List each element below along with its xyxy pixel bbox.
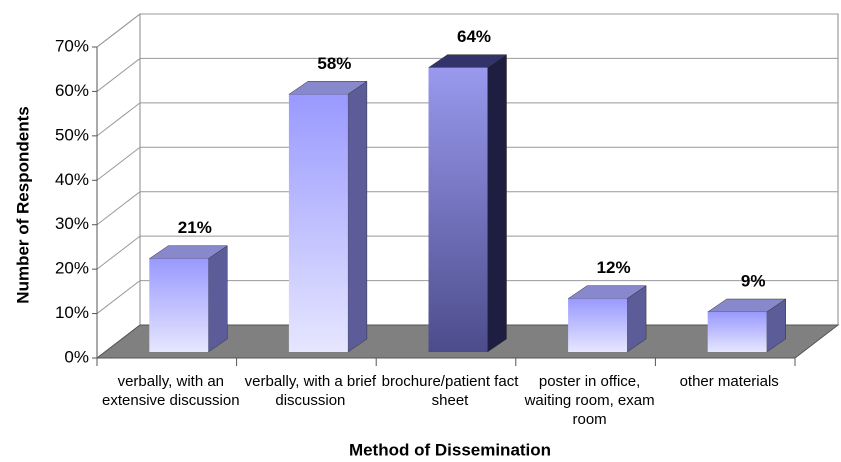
- y-tick-label: 30%: [55, 214, 89, 233]
- bar: [149, 258, 209, 352]
- bar: [428, 67, 488, 353]
- y-tick-label: 20%: [55, 259, 89, 278]
- value-label: 9%: [741, 271, 766, 290]
- bar: [568, 298, 628, 352]
- side-wall: [96, 12, 141, 360]
- grid-line: [96, 146, 838, 181]
- y-tick-label: 10%: [55, 303, 89, 322]
- y-tick-label: 70%: [55, 36, 89, 55]
- x-tick-label: other materials: [679, 373, 779, 390]
- y-tick-label: 40%: [55, 170, 89, 189]
- y-tick-label: 50%: [55, 125, 89, 144]
- x-tick-label: verbally, with a brief discussion: [244, 373, 377, 409]
- x-tick-label: brochure/patient fact sheet: [381, 373, 519, 409]
- value-label: 21%: [178, 218, 212, 237]
- grid-line: [96, 57, 838, 92]
- bar-side: [347, 80, 368, 353]
- y-tick-label: 60%: [55, 81, 89, 100]
- bar-side: [487, 54, 507, 353]
- value-label: 58%: [317, 54, 351, 73]
- value-label: 12%: [597, 258, 631, 277]
- grid-line: [96, 102, 838, 137]
- bar: [707, 312, 767, 352]
- bar: [288, 94, 348, 353]
- y-axis-label: Number of Respondents: [13, 106, 32, 303]
- grid-line: [96, 235, 838, 270]
- grid-line: [96, 191, 838, 226]
- grid-line: [96, 13, 838, 48]
- y-tick-label: 0%: [64, 347, 89, 366]
- grid-line: [96, 280, 838, 314]
- bar-side: [208, 245, 228, 353]
- value-label: 64%: [457, 27, 491, 46]
- x-tick-label: poster in office, waiting room, exam roo…: [524, 373, 655, 428]
- x-tick-label: verbally, with an extensive discussion: [102, 373, 240, 409]
- x-axis-label: Method of Dissemination: [349, 440, 551, 459]
